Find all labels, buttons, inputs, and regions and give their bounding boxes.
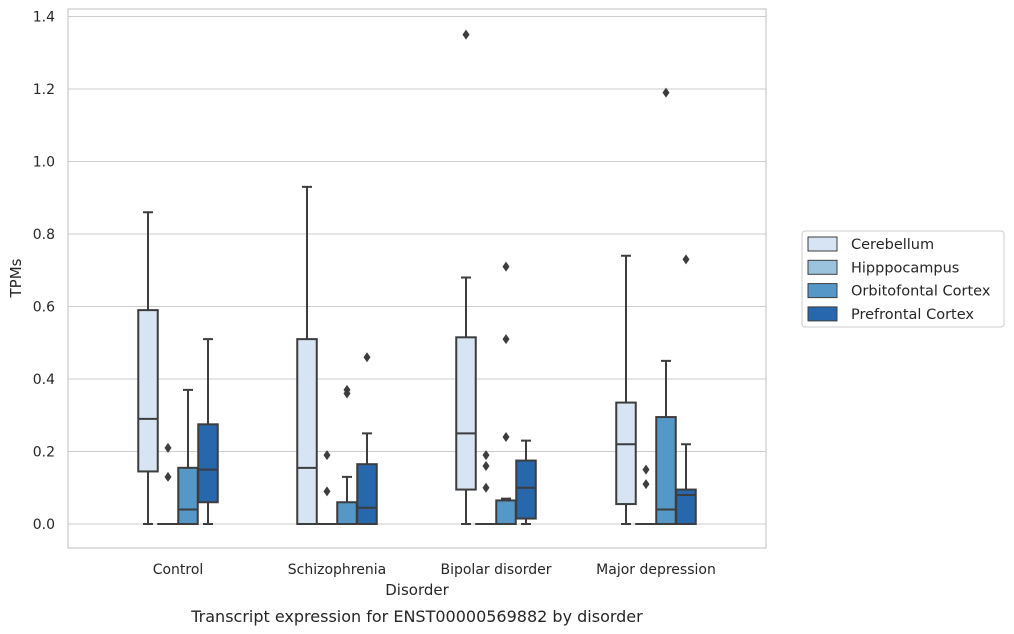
y-tick-label: 1.4 <box>33 10 55 26</box>
x-axis-title: Disorder <box>385 581 449 599</box>
outlier-point <box>502 261 510 272</box>
box-iqr <box>495 499 517 525</box>
plot-frame <box>67 8 767 549</box>
outlier-point <box>482 461 490 471</box>
box-prefrontal-cortex-0 <box>197 338 219 525</box>
outlier-point <box>164 471 172 482</box>
box-plot-marks <box>137 29 697 526</box>
y-tick-label: 0.6 <box>33 300 55 316</box>
outlier-point <box>482 450 490 461</box>
x-tick-label: Major depression <box>596 562 716 578</box>
y-tick-labels: 0.0 0.2 0.4 0.6 0.8 1.0 1.2 1.4 <box>33 10 55 534</box>
box-iqr <box>356 463 378 525</box>
box-iqr <box>675 488 697 525</box>
x-tick-label: Control <box>153 562 204 578</box>
legend-label: Cerebellum <box>851 237 934 253</box>
y-tick-label: 0.8 <box>33 227 55 243</box>
outlier-point <box>502 432 510 442</box>
outlier-point <box>164 442 172 453</box>
box-cerebellum-2 <box>455 29 477 525</box>
x-tick-labels: Control Schizophrenia Bipolar disorder Majo… <box>153 562 716 578</box>
box-cerebellum-1 <box>296 185 318 525</box>
box-hipppocampus-0 <box>157 442 179 526</box>
box-hipppocampus-2 <box>475 450 497 526</box>
outlier-point <box>682 254 690 265</box>
box-iqr <box>296 338 318 525</box>
box-cerebellum-3 <box>615 254 637 525</box>
outlier-point <box>662 87 670 98</box>
legend-swatch <box>807 283 838 299</box>
box-iqr <box>137 309 159 473</box>
outlier-point <box>642 479 650 490</box>
box-cerebellum-0 <box>137 211 159 525</box>
box-iqr <box>515 459 537 520</box>
box-iqr <box>197 423 219 504</box>
y-tick-label: 0.4 <box>33 372 55 388</box>
x-tick-label: Schizophrenia <box>288 562 386 578</box>
outlier-point <box>462 29 470 40</box>
legend-swatch <box>807 306 838 322</box>
y-tick-label: 1.2 <box>33 82 55 98</box>
box-prefrontal-cortex-2 <box>515 439 537 525</box>
y-tick-label: 0.2 <box>33 445 55 461</box>
x-tick-label: Bipolar disorder <box>440 562 551 578</box>
box-iqr <box>615 401 637 506</box>
box-orbitofontal-cortex-1 <box>336 384 358 525</box>
box-iqr <box>177 466 199 525</box>
outlier-point <box>363 352 371 363</box>
y-axis-title: TPMs <box>7 258 25 298</box>
box-hipppocampus-3 <box>635 464 657 526</box>
box-iqr <box>336 501 358 525</box>
outlier-point <box>502 334 510 345</box>
legend-swatch <box>807 236 838 252</box>
box-iqr <box>455 336 477 491</box>
box-prefrontal-cortex-1 <box>356 352 378 525</box>
legend-label: Hipppocampus <box>851 260 959 276</box>
box-orbitofontal-cortex-0 <box>177 388 199 525</box>
chart-caption: Transcript expression for ENST0000056988… <box>190 607 643 626</box>
box-orbitofontal-cortex-2 <box>495 261 517 525</box>
outlier-point <box>482 482 490 493</box>
legend: Cerebellum Hipppocampus Orbitofontal Corte… <box>801 230 1005 328</box>
y-tick-label: 0.0 <box>33 517 55 533</box>
outlier-point <box>343 384 351 395</box>
y-tick-label: 1.0 <box>33 155 55 171</box>
legend-swatch <box>807 259 838 275</box>
box-orbitofontal-cortex-3 <box>655 87 677 525</box>
outlier-point <box>642 464 650 475</box>
legend-label: Orbitofontal Cortex <box>851 284 991 300</box>
box-iqr <box>655 416 677 525</box>
outlier-point <box>323 450 331 461</box>
y-gridlines <box>68 15 766 525</box>
box-hipppocampus-1 <box>316 450 338 526</box>
legend-label: Prefrontal Cortex <box>851 307 974 323</box>
legend-frame <box>801 230 1005 328</box>
box-prefrontal-cortex-3 <box>675 254 697 525</box>
outlier-point <box>323 486 331 497</box>
